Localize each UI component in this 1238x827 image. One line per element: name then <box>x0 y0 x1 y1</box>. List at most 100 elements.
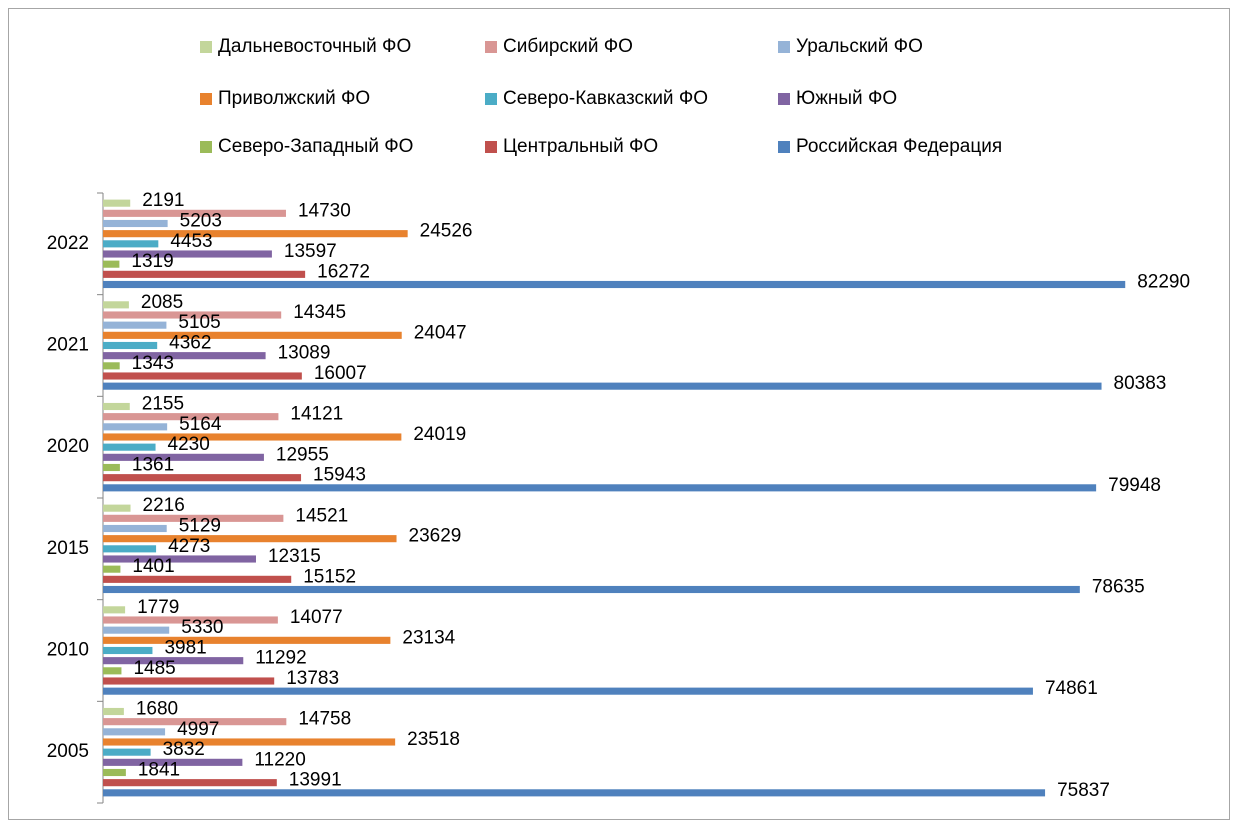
bar <box>103 311 282 319</box>
value-label: 13991 <box>289 770 342 791</box>
bar <box>103 524 167 533</box>
value-label: 5105 <box>178 312 220 333</box>
value-label: 1485 <box>133 658 175 679</box>
value-label: 14345 <box>293 302 346 323</box>
value-label: 3981 <box>164 638 206 659</box>
value-label: 23134 <box>402 627 455 648</box>
bar <box>103 230 408 238</box>
y-tick-label: 2022 <box>47 233 89 254</box>
bar <box>103 352 266 360</box>
value-label: 12315 <box>268 546 321 567</box>
bar <box>103 646 153 655</box>
bar <box>103 758 243 766</box>
bar <box>103 626 170 634</box>
value-label: 24047 <box>414 322 467 343</box>
bar <box>103 321 167 329</box>
value-label: 3832 <box>163 739 205 760</box>
value-label: 24526 <box>420 221 473 242</box>
bar <box>103 453 264 461</box>
value-label: 4453 <box>170 231 212 252</box>
value-label: 11220 <box>254 749 305 770</box>
bar <box>103 748 151 756</box>
value-label: 2191 <box>142 190 184 211</box>
bar <box>103 209 286 217</box>
value-label: 80383 <box>1114 373 1167 394</box>
value-label: 14730 <box>298 200 351 221</box>
bar <box>103 413 279 421</box>
value-label: 82290 <box>1137 272 1190 293</box>
y-tick-label: 2005 <box>47 741 89 762</box>
value-label: 14521 <box>295 505 348 526</box>
bar <box>103 718 287 726</box>
value-label: 1841 <box>138 760 180 781</box>
bar <box>103 372 302 380</box>
value-label: 79948 <box>1108 475 1161 496</box>
legend-label: Приволжский ФО <box>218 88 370 109</box>
bar <box>103 484 1097 492</box>
legend-label: Северо-Западный ФО <box>218 136 413 157</box>
y-tick-label: 2010 <box>47 640 89 661</box>
legend-label: Уральский ФО <box>796 36 923 57</box>
bar <box>103 443 156 451</box>
legend-swatch <box>200 93 212 105</box>
value-label: 23518 <box>407 729 460 750</box>
value-label: 1779 <box>137 597 179 618</box>
bar <box>103 606 126 614</box>
bar <box>103 433 402 441</box>
bar <box>103 636 391 644</box>
bar <box>103 260 120 268</box>
bar <box>103 575 292 583</box>
bar <box>103 514 284 522</box>
value-label: 4273 <box>168 536 210 557</box>
value-label: 5164 <box>179 414 222 435</box>
bar <box>103 474 302 482</box>
bar <box>103 738 396 746</box>
y-tick-label: 2015 <box>47 538 89 559</box>
bar <box>103 657 244 665</box>
legend-swatch <box>778 141 790 153</box>
bar <box>103 362 120 370</box>
bar <box>103 616 278 624</box>
value-label: 24019 <box>413 424 466 445</box>
value-label: 5330 <box>181 617 223 638</box>
value-label: 12955 <box>276 444 329 465</box>
bar <box>103 728 166 736</box>
legend-label: Дальневосточный ФО <box>218 36 411 57</box>
bar <box>103 219 168 228</box>
bar <box>103 270 306 278</box>
legend-swatch <box>778 93 790 105</box>
y-tick-label: 2020 <box>47 436 89 457</box>
bar <box>103 545 157 553</box>
bar <box>103 250 272 258</box>
value-label: 1680 <box>136 699 178 720</box>
y-tick-label: 2021 <box>47 335 89 356</box>
legend-swatch <box>200 41 212 53</box>
bar <box>103 535 397 543</box>
legend-swatch <box>200 141 212 153</box>
value-label: 13089 <box>278 343 331 364</box>
legend-swatch <box>485 93 497 105</box>
bar <box>103 707 124 716</box>
bar <box>103 677 275 685</box>
value-label: 1361 <box>132 455 174 476</box>
value-label: 4230 <box>168 434 210 455</box>
bar <box>103 565 121 573</box>
bar <box>103 504 131 512</box>
value-label: 11292 <box>255 648 306 669</box>
legend-swatch <box>778 41 790 53</box>
bar <box>103 555 256 563</box>
bar <box>103 402 130 411</box>
value-label: 1401 <box>132 556 174 577</box>
legend-label: Российская Федерация <box>796 136 1002 157</box>
value-label: 1343 <box>132 353 174 374</box>
value-label: 14121 <box>290 404 343 425</box>
value-label: 75837 <box>1057 780 1110 801</box>
value-label: 16272 <box>317 261 370 282</box>
value-label: 23629 <box>409 526 462 547</box>
bar <box>103 789 1046 797</box>
value-label: 4997 <box>177 719 219 740</box>
value-label: 5203 <box>180 211 222 232</box>
bar <box>103 301 129 309</box>
